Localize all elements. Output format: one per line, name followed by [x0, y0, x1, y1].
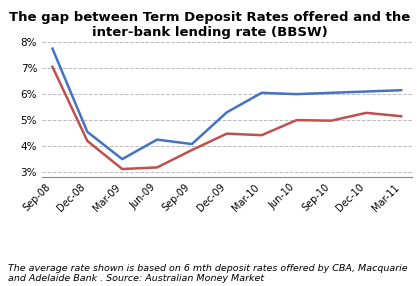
Text: The gap between Term Deposit Rates offered and the
inter-bank lending rate (BBSW: The gap between Term Deposit Rates offer…: [9, 11, 411, 39]
6 Month BBSW: [364, 111, 369, 115]
6 Month BBSW: [50, 65, 55, 69]
6 Month BBSW: [120, 167, 125, 171]
Average 6 month term deposit rate: [120, 157, 125, 161]
Line: Average 6 month term deposit rate: Average 6 month term deposit rate: [52, 49, 401, 159]
Text: The average rate shown is based on 6 mth deposit rates offered by CBA, Macquarie: The average rate shown is based on 6 mth…: [8, 264, 408, 283]
Average 6 month term deposit rate: [364, 90, 369, 93]
Average 6 month term deposit rate: [85, 130, 90, 134]
Average 6 month term deposit rate: [399, 88, 404, 92]
Average 6 month term deposit rate: [329, 91, 334, 95]
6 Month BBSW: [85, 139, 90, 143]
Average 6 month term deposit rate: [155, 138, 160, 141]
6 Month BBSW: [259, 134, 264, 137]
6 Month BBSW: [155, 166, 160, 169]
Average 6 month term deposit rate: [50, 47, 55, 50]
Legend: Average 6 month term deposit rate, 6 Month BBSW: Average 6 month term deposit rate, 6 Mon…: [60, 285, 394, 286]
6 Month BBSW: [399, 114, 404, 118]
6 Month BBSW: [329, 119, 334, 122]
Average 6 month term deposit rate: [294, 92, 299, 96]
Average 6 month term deposit rate: [259, 91, 264, 95]
Average 6 month term deposit rate: [189, 142, 194, 146]
Line: 6 Month BBSW: 6 Month BBSW: [52, 67, 401, 169]
Average 6 month term deposit rate: [224, 111, 229, 114]
6 Month BBSW: [294, 118, 299, 122]
6 Month BBSW: [189, 148, 194, 152]
6 Month BBSW: [224, 132, 229, 135]
